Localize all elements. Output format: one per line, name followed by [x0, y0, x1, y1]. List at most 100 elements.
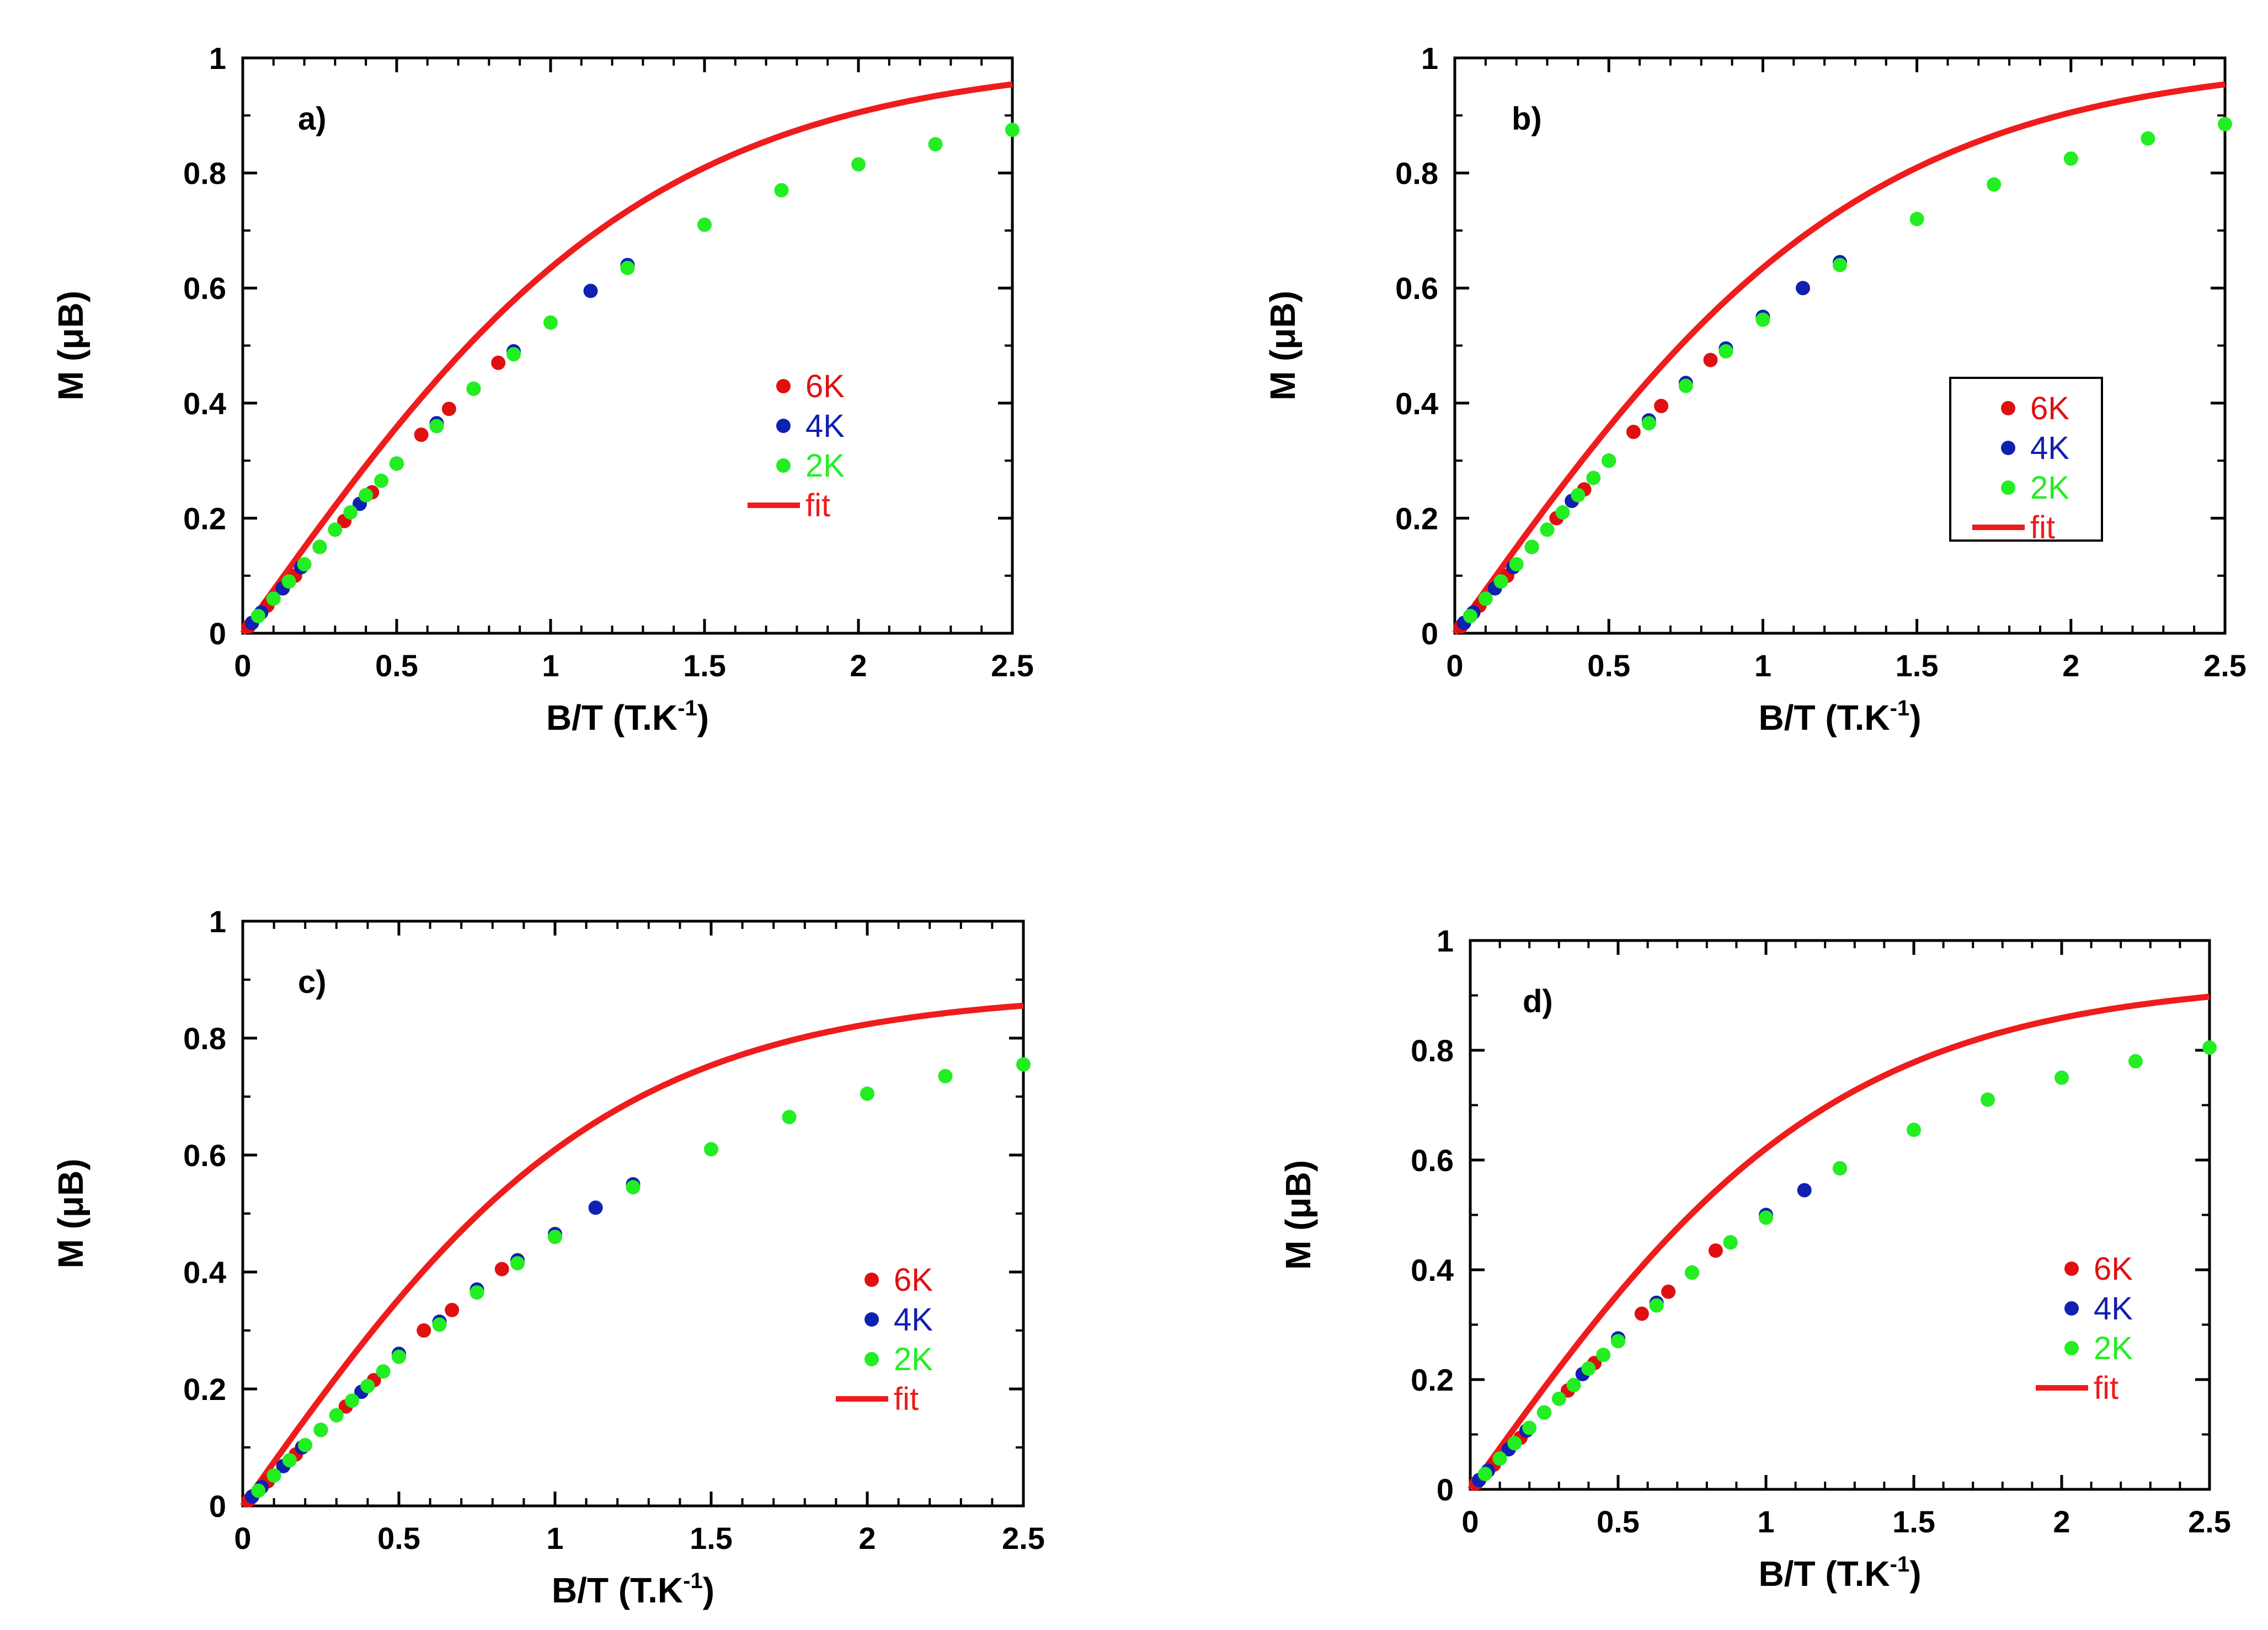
- data-point-6K: [1661, 1284, 1676, 1299]
- y-tick-label: 0: [1437, 1472, 1454, 1507]
- legend-label-2K: 2K: [894, 1342, 933, 1377]
- data-point-2K: [2063, 151, 2078, 166]
- y-axis-title: M (μB): [51, 1158, 90, 1268]
- x-tick-label: 2: [850, 648, 867, 683]
- x-axis-title-main: B/T (T.K: [552, 1570, 683, 1610]
- data-point-2K: [1478, 591, 1493, 606]
- data-point-6K: [494, 1262, 509, 1276]
- data-point-6K: [1634, 1306, 1649, 1321]
- legend-swatch-6K: [2064, 1262, 2079, 1276]
- x-tick-label: 1.5: [690, 1521, 733, 1556]
- data-point-2K: [1685, 1265, 1699, 1280]
- data-point-2K: [1719, 344, 1733, 359]
- data-point-2K: [1492, 1451, 1507, 1466]
- x-tick-label: 2.5: [2188, 1504, 2231, 1539]
- x-tick-label: 2: [2053, 1504, 2070, 1539]
- x-tick-label: 2: [2062, 648, 2079, 683]
- panel-c: 0 0.5 1 1.5 2 2.5 0 0.2 0.4 0.6 0.8 1 B/T (T.K-1) M (…: [51, 904, 1045, 1610]
- x-tick-label: 0: [1461, 1504, 1479, 1539]
- legend-label-6K: 6K: [894, 1262, 933, 1298]
- data-point-2K: [282, 1453, 297, 1468]
- data-point-2K: [1540, 522, 1555, 537]
- data-point-2K: [1602, 453, 1616, 468]
- data-point-6K: [445, 1302, 460, 1317]
- data-point-2K: [1477, 1467, 1492, 1482]
- panel-label: b): [1512, 101, 1542, 137]
- data-point-6K: [491, 355, 506, 370]
- x-tick-label: 2.5: [991, 648, 1034, 683]
- data-point-2K: [2054, 1070, 2069, 1085]
- series-4K: [1472, 1161, 1847, 1488]
- panel-label: c): [298, 964, 327, 1000]
- data-point-6K: [417, 1323, 431, 1338]
- y-tick-label: 0.8: [183, 156, 226, 191]
- data-point-2K: [620, 260, 635, 275]
- data-point-2K: [1678, 378, 1693, 393]
- y-tick-label: 0.2: [183, 1372, 226, 1407]
- panel-label: a): [298, 101, 327, 137]
- y-tick-label: 0: [1421, 616, 1438, 651]
- data-point-2K: [329, 1408, 344, 1423]
- legend-label-6K: 6K: [805, 368, 845, 404]
- series-2K: [1463, 116, 2232, 623]
- y-tick-label: 1: [1437, 923, 1454, 958]
- data-point-2K: [1509, 557, 1524, 571]
- legend-label-6K: 6K: [2030, 391, 2069, 426]
- legend-swatch-6K: [864, 1273, 879, 1287]
- x-axis-title-superscript: -1: [1890, 696, 1910, 720]
- data-point-2K: [392, 1349, 406, 1364]
- y-tick-label: 0.6: [1395, 271, 1438, 306]
- data-point-2K: [1555, 505, 1570, 520]
- data-point-2K: [1507, 1436, 1522, 1451]
- x-axis-title: B/T (T.K-1): [1758, 696, 1921, 737]
- data-point-4K: [588, 1200, 603, 1215]
- data-point-2K: [860, 1086, 874, 1101]
- data-point-2K: [1581, 1361, 1596, 1376]
- data-point-2K: [343, 505, 358, 520]
- data-point-2K: [297, 557, 312, 571]
- data-point-2K: [312, 539, 327, 554]
- x-tick-label: 0.5: [377, 1521, 420, 1556]
- legend-label-2K: 2K: [2094, 1330, 2133, 1366]
- data-point-2K: [928, 137, 943, 152]
- data-point-4K: [1797, 1183, 1812, 1198]
- legend-label-6K: 6K: [2094, 1251, 2133, 1287]
- data-point-2K: [281, 574, 296, 589]
- data-point-2K: [506, 347, 521, 362]
- x-axis-title-end: ): [703, 1570, 714, 1610]
- data-point-2K: [1537, 1405, 1551, 1420]
- y-tick-label: 1: [209, 904, 226, 939]
- data-point-2K: [1493, 574, 1508, 589]
- data-point-2K: [266, 591, 281, 606]
- series-2K: [250, 122, 1020, 623]
- x-tick-label: 1.5: [1892, 1504, 1935, 1539]
- data-point-2K: [266, 1468, 281, 1483]
- legend-swatch-6K: [776, 379, 791, 393]
- data-point-2K: [510, 1256, 525, 1271]
- data-point-2K: [2218, 116, 2232, 131]
- data-point-6K: [1626, 424, 1641, 439]
- data-point-2K: [1016, 1057, 1031, 1072]
- x-tick-label: 2: [858, 1521, 876, 1556]
- y-tick-label: 0.4: [1411, 1253, 1454, 1287]
- y-axis-title: M (μB): [51, 291, 90, 400]
- x-axis-title: B/T (T.K-1): [1758, 1552, 1921, 1594]
- x-axis-title-superscript: -1: [1890, 1552, 1910, 1576]
- series-4K: [244, 1177, 641, 1504]
- data-point-2K: [1723, 1235, 1738, 1250]
- plot-frame: [1453, 56, 2227, 635]
- data-point-6K: [441, 402, 456, 416]
- x-tick-label: 1: [546, 1521, 563, 1556]
- x-axis-title: B/T (T.K-1): [546, 696, 709, 737]
- x-tick-label: 1: [542, 648, 559, 683]
- y-tick-label: 0.2: [1395, 501, 1438, 536]
- x-tick-label: 2.5: [2203, 648, 2246, 683]
- legend-swatch-2K: [2064, 1341, 2079, 1355]
- data-point-2K: [389, 456, 404, 471]
- panel-d: 0 0.5 1 1.5 2 2.5 0 0.2 0.4 0.6 0.8 1 B/T (T.K-1) M (…: [1278, 923, 2231, 1594]
- legend: 6K 4K 2K fit: [748, 368, 845, 523]
- data-point-2K: [782, 1110, 797, 1125]
- y-tick-label: 0.4: [1395, 386, 1438, 421]
- data-point-2K: [548, 1230, 562, 1244]
